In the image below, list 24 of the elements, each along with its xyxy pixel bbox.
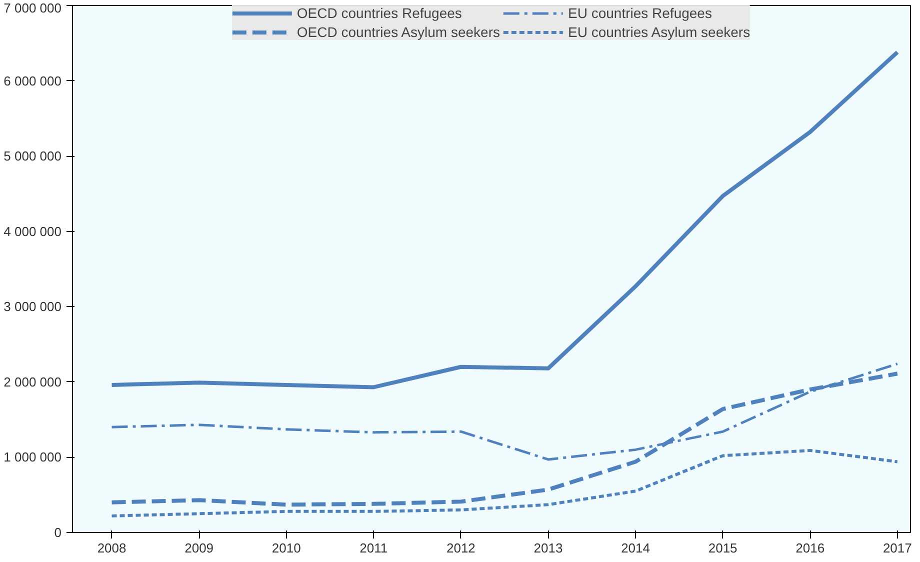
x-tick-label: 2010 — [272, 540, 301, 556]
x-tick-label: 2013 — [534, 540, 563, 556]
y-tick-label: 0 — [54, 525, 62, 540]
y-tick-label: 4 000 000 — [4, 224, 62, 239]
y-tick-label: 7 000 000 — [4, 0, 62, 16]
x-tick-label: 2008 — [97, 540, 126, 556]
x-tick-label: 2009 — [184, 540, 214, 556]
line-series — [110, 50, 900, 390]
y-tick-label: 3 000 000 — [4, 299, 62, 314]
y-tick-label: 2 000 000 — [4, 374, 62, 390]
legend-label: OECD countries Asylum seekers — [296, 24, 500, 40]
x-tick-label: 2017 — [882, 540, 912, 556]
line-series — [110, 448, 899, 518]
x-tick-label: 2014 — [621, 540, 650, 556]
legend-label: EU countries Asylum seekers — [568, 24, 750, 40]
x-tick-label: 2011 — [360, 540, 388, 556]
x-tick-label: 2015 — [708, 540, 738, 556]
y-tick-label: 1 000 000 — [4, 450, 62, 465]
x-tick-label: 2012 — [446, 540, 476, 556]
y-tick-label: 5 000 000 — [4, 148, 62, 164]
legend-label: OECD countries Refugees — [296, 5, 462, 21]
y-tick-label: 6 000 000 — [4, 73, 62, 88]
legend-label: EU countries Refugees — [568, 5, 712, 21]
x-tick-label: 2016 — [796, 540, 825, 556]
